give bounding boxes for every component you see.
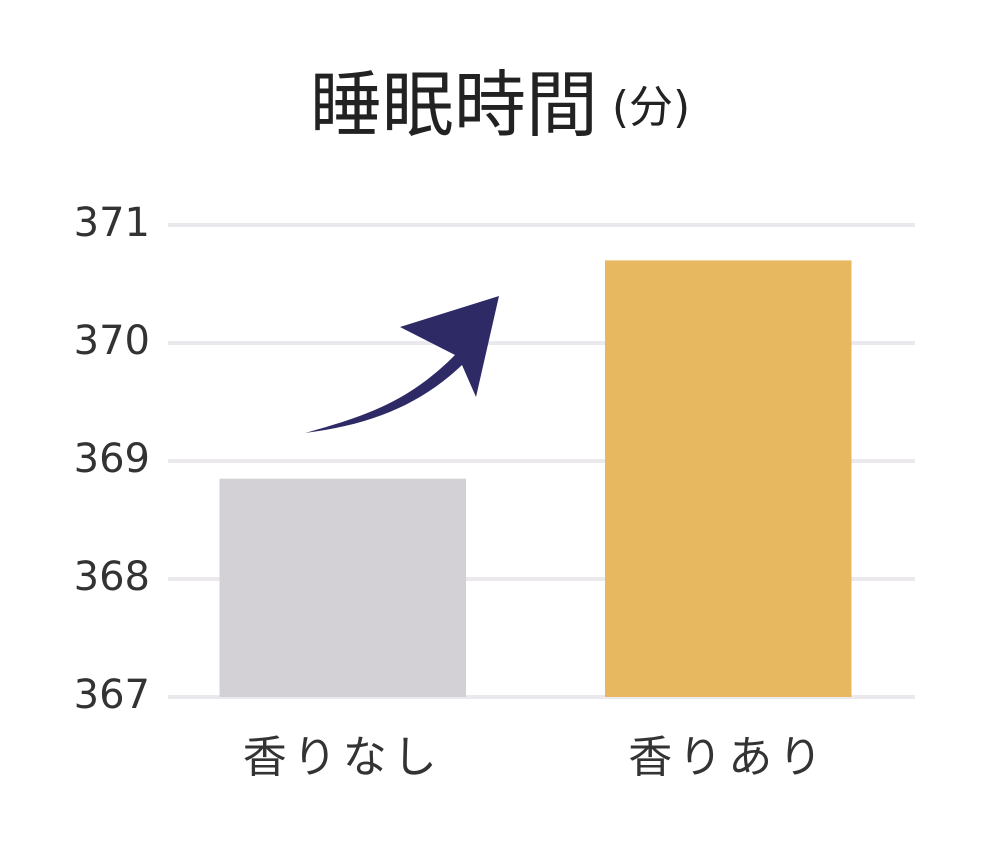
y-tick-label: 370 [74,318,150,364]
bar [219,478,467,697]
chart-title-unit: (分) [612,82,690,133]
x-tick-label: 香りなし [243,732,443,783]
y-tick-label: 371 [74,200,150,246]
bars: 香りなし 香りあり [219,260,852,783]
trend-arrow [305,296,499,433]
grid: 367 368 369 370 371 [74,200,915,718]
y-tick-label: 368 [74,554,150,600]
y-tick-label: 369 [74,436,150,482]
x-tick-label: 香りあり [628,732,828,783]
y-tick-label: 367 [74,672,150,718]
chart-title: 睡眠時間 [310,63,598,147]
chart-title-group: 睡眠時間 (分) [310,63,690,147]
bar [604,260,852,697]
